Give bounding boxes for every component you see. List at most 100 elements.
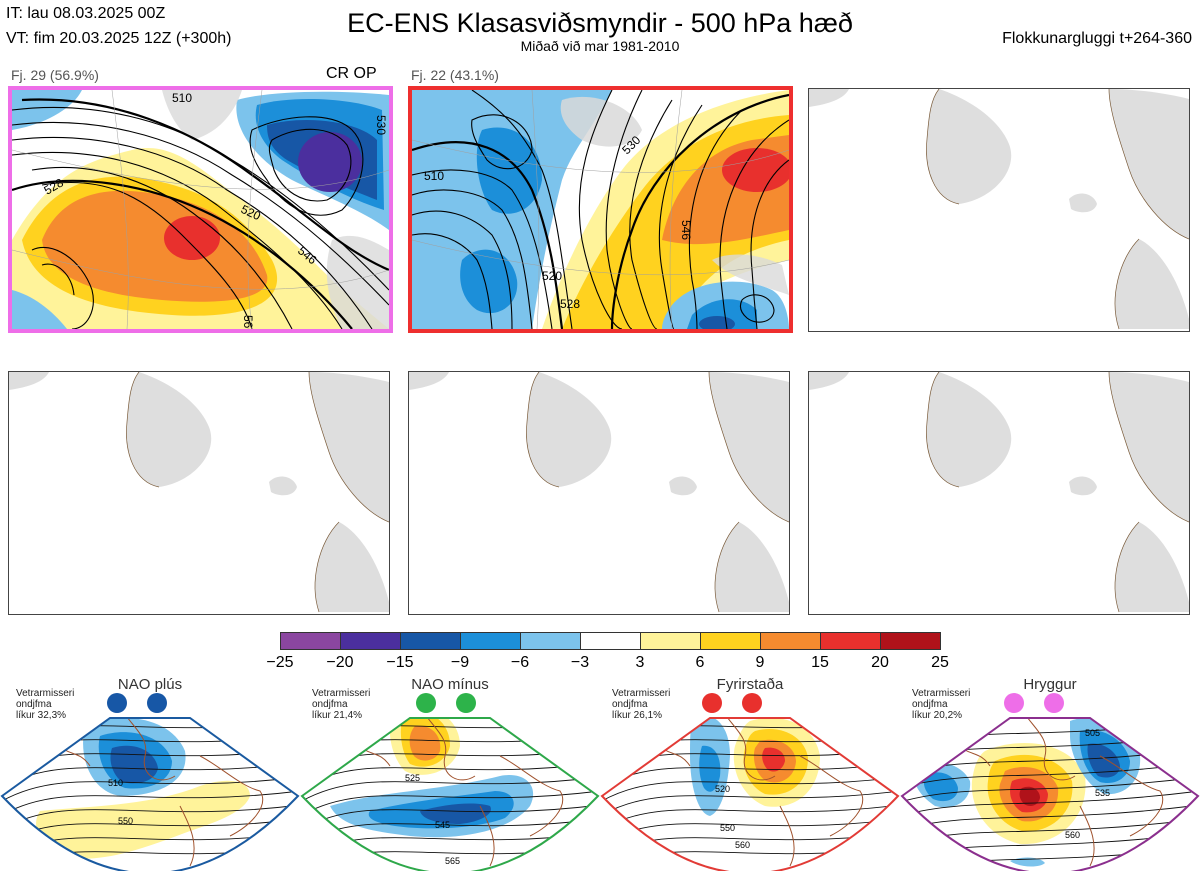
contour-label: 550 [118, 816, 133, 826]
anomaly-area [1087, 743, 1120, 778]
colorbar-tick-label: 15 [811, 654, 829, 671]
regime-title: NAO plús [117, 676, 183, 693]
height-contour [902, 790, 1198, 817]
cluster-6-map-empty[interactable] [808, 371, 1190, 615]
colorbar-swatch [580, 632, 641, 650]
cluster-1-map[interactable]: 510 520 528 530 546 560 [8, 86, 393, 333]
regime-probability: Vetrarmisseri ondjfma líkur 32,3% [16, 688, 75, 721]
cluster-2-contour-label-1: 510 [424, 169, 444, 183]
height-contour [602, 804, 898, 831]
anomaly-area [420, 803, 491, 824]
cluster-2-contour-label-3: 528 [560, 297, 580, 311]
climatology-subtitle: Miðað við mar 1981-2010 [520, 38, 680, 54]
regime-probability: Vetrarmisseri ondjfma líkur 26,1% [612, 688, 671, 721]
height-contour [2, 846, 298, 871]
height-contour [2, 790, 298, 817]
regime-frame [0, 717, 300, 871]
contour-label: 510 [108, 778, 123, 788]
colorbar-tick-label: 9 [755, 654, 765, 671]
cluster-1-tag: CR OP [326, 65, 377, 82]
contour-label: 545 [435, 820, 450, 830]
height-contour [302, 776, 598, 803]
anomaly-area [699, 745, 721, 792]
cluster-2-map[interactable]: 510 520 528 530 546 [408, 86, 793, 333]
anomaly-area [923, 772, 958, 802]
contour-label: 535 [1095, 788, 1110, 798]
colorbar-swatch [280, 632, 341, 650]
colorbar-swatch [700, 632, 761, 650]
regime-frame [900, 717, 1200, 871]
height-contour [902, 720, 1198, 747]
regime-marker-dot [416, 693, 436, 713]
regime-title: NAO mínus [411, 676, 489, 693]
height-contour [902, 846, 1198, 871]
contour-label: 550 [720, 823, 735, 833]
coastline [59, 718, 264, 867]
contour-label: 525 [405, 773, 420, 783]
colorbar-tick-label: −6 [510, 654, 530, 671]
regime-panel[interactable]: 520 550 560 Fyrirstaða Vetrarmisseri ondjfma… [600, 676, 900, 871]
contour-label: 520 [715, 784, 730, 794]
cluster-3-map-empty[interactable] [808, 88, 1190, 332]
cluster-5-map-empty[interactable] [408, 371, 790, 615]
regime-frame [300, 717, 600, 871]
height-contour [302, 804, 598, 831]
regime-panel[interactable]: 510 550 NAO plús Vetrarmisseri ondjfma líku… [0, 676, 300, 871]
cluster-1-contour-label-4: 530 [374, 115, 388, 135]
colorbar-swatch [880, 632, 941, 650]
regime-title: Fyrirstaða [716, 676, 784, 693]
regime-marker-dot [107, 693, 127, 713]
colorbar-tick-label: −3 [570, 654, 590, 671]
anomaly-area [36, 780, 250, 859]
colorbar-tick-label: −25 [266, 654, 294, 671]
colorbar-tick-label: 25 [931, 654, 949, 671]
anomaly-area [1019, 786, 1040, 806]
cluster-4-map-empty[interactable] [8, 371, 390, 615]
coastline [959, 718, 1164, 867]
regime-panel[interactable]: 505 535 560 Hryggur Vetrarmisseri ondjfma lí… [900, 676, 1200, 871]
height-contour [2, 804, 298, 831]
regime-probability: Vetrarmisseri ondjfma líkur 21,4% [312, 688, 371, 721]
regime-map: 510 550 [0, 693, 300, 871]
colorbar-tick-label: 20 [871, 654, 889, 671]
valid-time: VT: fim 20.03.2025 12Z (+300h) [6, 30, 232, 47]
cluster-1-contour-label-6: 560 [241, 315, 255, 329]
cluster-2-label: Fj. 22 (43.1%) [411, 67, 499, 83]
contour-label: 560 [1065, 830, 1080, 840]
colorbar-swatch [820, 632, 881, 650]
coastline [659, 718, 864, 867]
regime-marker-dot [1044, 693, 1064, 713]
colorbar-tick-label: 6 [695, 654, 705, 671]
colorbar-tick-label: −9 [450, 654, 470, 671]
height-contour [602, 776, 898, 803]
colorbar-swatch [640, 632, 701, 650]
regime-map: 505 535 560 [900, 693, 1200, 871]
regime-marker-dot [702, 693, 722, 713]
colorbar-tick-label: −20 [326, 654, 354, 671]
colorbar-swatch [400, 632, 461, 650]
height-contour [602, 790, 898, 817]
regime-marker-dot [147, 693, 167, 713]
regime-map: 525 545 565 [300, 693, 600, 871]
colorbar-tick-label: −15 [386, 654, 414, 671]
colorbar-tick-label: 3 [635, 654, 645, 671]
regime-title: Hryggur [1023, 676, 1077, 693]
contour-label: 560 [735, 840, 750, 850]
contour-label: 565 [445, 856, 460, 866]
cluster-1-label: Fj. 29 (56.9%) [11, 67, 99, 83]
regime-marker-dot [456, 693, 476, 713]
height-contour [302, 790, 598, 817]
cluster-window-label: Flokkunargluggi t+264-360 [1002, 30, 1192, 47]
cluster-2-contour-label-2: 520 [542, 269, 562, 283]
anomaly-area [409, 725, 441, 761]
regime-panel[interactable]: 525 545 565 NAO mínus Vetrarmisseri ondjfma … [300, 676, 600, 871]
coastline [359, 718, 564, 867]
regime-probability: Vetrarmisseri ondjfma líkur 20,2% [912, 688, 971, 721]
regime-frame [600, 717, 900, 871]
colorbar-swatch [460, 632, 521, 650]
regime-marker-dot [1004, 693, 1024, 713]
height-contour [2, 776, 298, 803]
regime-marker-dot [742, 693, 762, 713]
cluster-2-contour-label-5: 546 [679, 220, 693, 240]
